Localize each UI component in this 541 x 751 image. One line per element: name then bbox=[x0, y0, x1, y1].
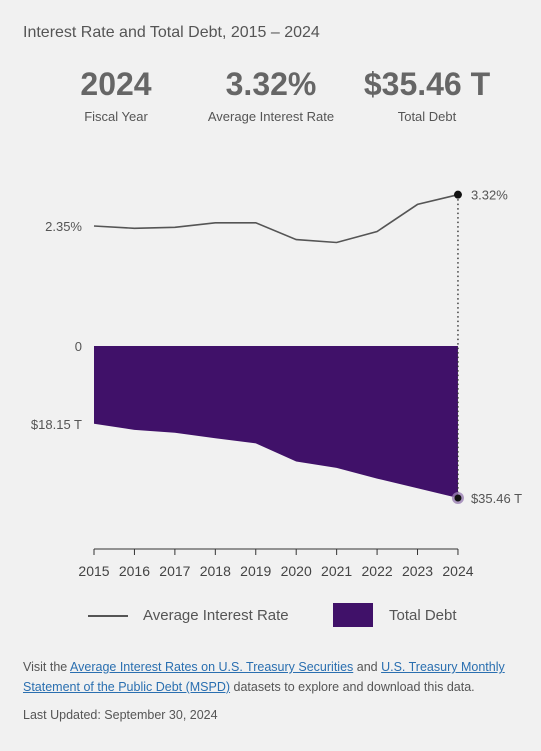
avg-interest-rates-link[interactable]: Average Interest Rates on U.S. Treasury … bbox=[70, 660, 354, 674]
kpi-total-debt: $35.46 T Total Debt bbox=[352, 66, 502, 124]
mspd-link[interactable]: U.S. Treasury Monthly Statement of the P… bbox=[23, 660, 505, 694]
legend-line-swatch bbox=[88, 615, 128, 617]
legend-area-label: Total Debt bbox=[389, 607, 457, 624]
debt-end-label: $35.46 T bbox=[471, 491, 522, 506]
footnote-prefix: Visit the bbox=[23, 660, 71, 674]
x-tick-label: 2020 bbox=[281, 563, 312, 579]
kpi-total-debt-value: $35.46 T bbox=[363, 66, 491, 102]
kpi-interest-rate: 3.32% Average Interest Rate bbox=[196, 66, 346, 124]
x-tick-label: 2023 bbox=[402, 563, 433, 579]
chart-legend: Average Interest Rate Total Debt bbox=[88, 603, 518, 629]
footnote-suffix: datasets to explore and download this da… bbox=[230, 680, 475, 694]
y-label-zero: 0 bbox=[75, 339, 82, 354]
x-tick-label: 2016 bbox=[119, 563, 150, 579]
last-updated: Last Updated: September 30, 2024 bbox=[23, 708, 218, 722]
x-tick-label: 2024 bbox=[442, 563, 473, 579]
x-tick-label: 2017 bbox=[159, 563, 190, 579]
legend-line-label: Average Interest Rate bbox=[143, 607, 289, 624]
kpi-fiscal-year-label: Fiscal Year bbox=[84, 109, 148, 124]
kpi-interest-rate-label: Average Interest Rate bbox=[207, 109, 335, 124]
kpi-interest-rate-value: 3.32% bbox=[225, 66, 317, 102]
x-tick-label: 2019 bbox=[240, 563, 271, 579]
y-label-rate: 2.35% bbox=[45, 219, 82, 234]
debt-area bbox=[94, 346, 458, 498]
x-tick-label: 2018 bbox=[200, 563, 231, 579]
y-label-debt: $18.15 T bbox=[31, 417, 82, 432]
debt-end-point bbox=[454, 494, 462, 502]
x-tick-label: 2021 bbox=[321, 563, 352, 579]
rate-end-point bbox=[453, 190, 462, 199]
rate-line bbox=[93, 193, 459, 244]
x-tick-label: 2022 bbox=[362, 563, 393, 579]
footnote-middle: and bbox=[353, 660, 382, 674]
chart-title: Interest Rate and Total Debt, 2015 – 202… bbox=[23, 24, 320, 41]
kpi-fiscal-year: 2024 Fiscal Year bbox=[66, 66, 166, 124]
interest-debt-chart: 3.32% $35.46 T 2.35% 0 $18.15 T 2015 2016 2017 2… bbox=[31, 188, 522, 579]
rate-end-label: 3.32% bbox=[471, 188, 508, 203]
kpi-total-debt-label: Total Debt bbox=[397, 109, 457, 124]
kpi-fiscal-year-value: 2024 bbox=[80, 66, 152, 102]
x-tick-label: 2015 bbox=[78, 563, 109, 579]
legend-area-swatch bbox=[333, 603, 373, 627]
footnote: Visit the Average Interest Rates on U.S.… bbox=[23, 657, 523, 697]
